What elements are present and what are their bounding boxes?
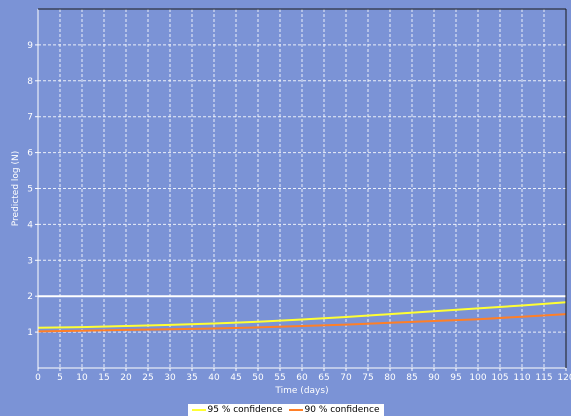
x-tick-label: 90 bbox=[428, 373, 440, 383]
y-tick-label: 6 bbox=[27, 149, 33, 159]
legend-item-90: 90 % confidence bbox=[288, 404, 380, 415]
x-tick-label: 35 bbox=[186, 373, 197, 383]
x-tick-label: 105 bbox=[491, 373, 508, 383]
x-tick-label: 25 bbox=[142, 373, 153, 383]
series-line-95 bbox=[37, 301, 567, 329]
y-tick-label: 3 bbox=[27, 256, 33, 266]
x-tick-label: 95 bbox=[450, 373, 461, 383]
y-tick-label: 8 bbox=[27, 77, 33, 87]
y-axis-title: Predicted log (N) bbox=[11, 151, 21, 226]
x-tick-label: 70 bbox=[340, 373, 352, 383]
x-tick-label: 15 bbox=[98, 373, 109, 383]
x-tick-label: 55 bbox=[274, 373, 285, 383]
y-tick-label: 1 bbox=[27, 328, 33, 338]
y-tick-label: 2 bbox=[27, 292, 33, 302]
x-tick-label: 120 bbox=[557, 373, 571, 383]
x-tick-label: 100 bbox=[469, 373, 486, 383]
legend-swatch-90 bbox=[288, 408, 303, 411]
x-tick-label: 50 bbox=[252, 373, 264, 383]
y-tick-label: 7 bbox=[27, 113, 33, 123]
legend-label-95: 95 % confidence bbox=[207, 404, 283, 415]
x-tick-label: 0 bbox=[35, 373, 41, 383]
x-tick-label: 85 bbox=[406, 373, 417, 383]
x-tick-label: 110 bbox=[513, 373, 530, 383]
y-tick-label: 4 bbox=[27, 220, 33, 230]
x-tick-label: 65 bbox=[318, 373, 329, 383]
legend-box: 95 % confidence 90 % confidence bbox=[187, 403, 384, 416]
y-tick-label: 9 bbox=[27, 41, 33, 51]
legend: 95 % confidence 90 % confidence bbox=[0, 403, 571, 416]
x-tick-label: 5 bbox=[57, 373, 63, 383]
x-tick-label: 40 bbox=[208, 373, 220, 383]
x-tick-label: 20 bbox=[120, 373, 132, 383]
x-tick-label: 30 bbox=[164, 373, 176, 383]
legend-swatch-95 bbox=[191, 408, 206, 411]
tick-labels: 0 5 10 15 20 25 30 35 40 45 50 55 60 65 70 75 80 85 90 95 10… bbox=[27, 41, 571, 383]
x-tick-label: 45 bbox=[230, 373, 241, 383]
x-tick-label: 115 bbox=[535, 373, 552, 383]
legend-label-90: 90 % confidence bbox=[304, 404, 380, 415]
x-tick-label: 75 bbox=[362, 373, 373, 383]
x-tick-label: 80 bbox=[384, 373, 396, 383]
legend-item-95: 95 % confidence bbox=[191, 404, 283, 415]
x-axis-title: Time (days) bbox=[274, 386, 328, 396]
y-tick-label: 5 bbox=[27, 185, 33, 195]
series-layer bbox=[37, 301, 567, 333]
x-tick-label: 60 bbox=[296, 373, 308, 383]
series-line-90 bbox=[37, 313, 567, 333]
x-tick-label: 10 bbox=[76, 373, 88, 383]
